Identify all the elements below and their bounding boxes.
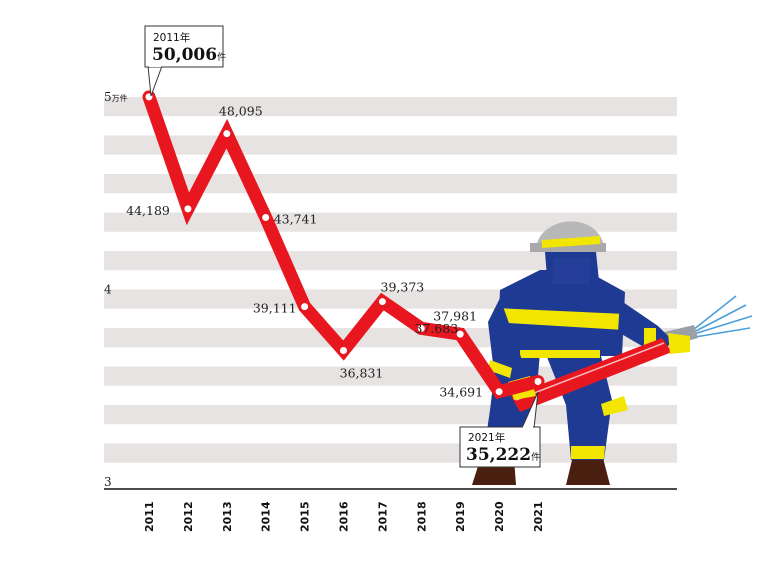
data-label: 39,373 xyxy=(381,280,425,295)
data-point xyxy=(494,387,504,397)
data-label: 37.683 xyxy=(414,321,458,336)
callout-2021: 2021年 35,222件 xyxy=(459,391,541,468)
data-labels: 44,189 48,095 43,741 39,111 36,831 39,373 37,9… xyxy=(126,104,483,400)
data-point xyxy=(183,204,193,214)
data-point xyxy=(377,297,387,307)
callout-2021-unit: 件 xyxy=(531,451,540,463)
x-axis-ticks: 2011 2012 2013 2014 2015 2016 2017 2018 2019 2020… xyxy=(143,501,545,532)
svg-text:50,006件: 50,006件 xyxy=(152,45,226,65)
grid-stripe xyxy=(104,135,677,155)
svg-text:35,222件: 35,222件 xyxy=(466,445,540,465)
callout-2011-value: 50,006 xyxy=(152,45,217,65)
data-label: 48,095 xyxy=(219,104,263,119)
grid-stripe xyxy=(104,212,677,232)
x-tick-label: 2012 xyxy=(182,501,195,532)
x-tick-label: 2021 xyxy=(532,501,545,532)
data-point xyxy=(455,329,465,339)
grid-stripe xyxy=(104,174,677,194)
data-point xyxy=(416,323,426,333)
x-tick-label: 2015 xyxy=(299,501,312,532)
data-label: 36,831 xyxy=(340,366,384,381)
data-label: 37,981 xyxy=(433,308,477,323)
callout-2011-unit: 件 xyxy=(217,51,226,63)
data-point xyxy=(300,302,310,312)
callout-2011-year: 2011年 xyxy=(153,31,190,44)
data-point xyxy=(339,346,348,356)
x-tick-label: 2017 xyxy=(376,501,389,532)
y-tick-label: 5万件 xyxy=(104,90,128,104)
x-tick-label: 2016 xyxy=(338,501,351,532)
x-tick-label: 2020 xyxy=(493,501,506,532)
x-tick-label: 2011 xyxy=(143,501,156,532)
data-point xyxy=(533,376,543,386)
data-point xyxy=(222,129,232,139)
grid-stripe xyxy=(104,97,677,117)
data-label: 34,691 xyxy=(439,385,483,400)
x-tick-label: 2019 xyxy=(454,501,467,532)
data-label: 39,111 xyxy=(253,301,297,316)
data-point xyxy=(261,212,271,222)
grid-stripe xyxy=(104,251,677,271)
x-tick-label: 2014 xyxy=(260,501,273,532)
x-tick-label: 2018 xyxy=(415,501,428,532)
y-tick-label: 4 xyxy=(104,283,112,297)
data-label: 44,189 xyxy=(126,203,170,218)
y-tick-label: 3 xyxy=(104,475,112,489)
x-tick-label: 2013 xyxy=(221,501,234,532)
callout-2021-year: 2021年 xyxy=(468,431,505,444)
callout-2011: 2011年 50,006件 xyxy=(144,25,226,97)
callout-2021-value: 35,222 xyxy=(466,445,531,465)
y-axis-ticks: 5万件 4 3 xyxy=(104,90,128,489)
data-label: 43,741 xyxy=(274,211,318,226)
